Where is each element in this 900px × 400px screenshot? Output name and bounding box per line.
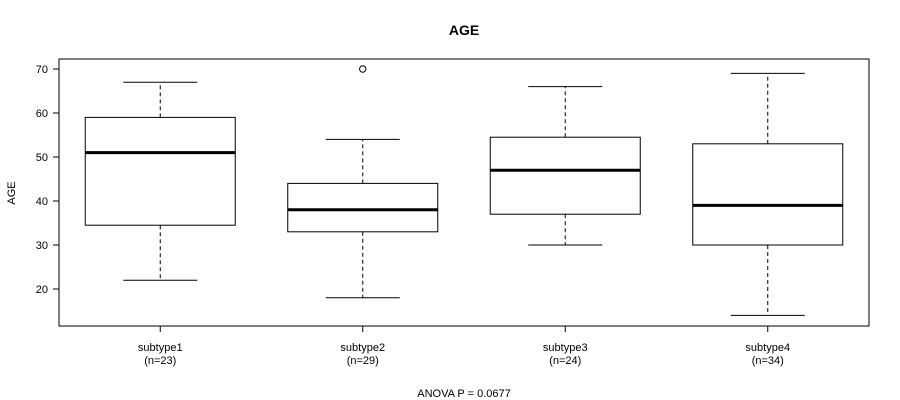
iqr-box [287,182,439,233]
box-series [84,65,844,316]
box-subtype3 [489,86,641,246]
x-tick-label: subtype4 [745,342,790,354]
y-tick-label: 70 [36,64,48,76]
y-tick-label: 50 [36,152,48,164]
outlier-point [359,65,367,73]
y-axis-label: AGE [6,181,18,204]
y-tick-label: 40 [36,196,48,208]
y-tick-label: 30 [36,240,48,252]
x-tick-count: (n=24) [549,355,581,367]
x-axis: subtype1(n=23) subtype2(n=29) subtype3(n=2… [138,325,790,367]
x-tick-label: subtype3 [543,342,588,354]
iqr-box [692,143,844,246]
iqr-box [489,136,641,215]
x-tick-count: (n=29) [347,355,379,367]
x-tick-label: subtype2 [340,342,385,354]
y-tick-label: 20 [36,284,48,296]
iqr-box [84,116,236,226]
x-tick-count: (n=34) [752,355,784,367]
chart-title: AGE [449,22,479,38]
box-subtype4 [692,72,844,316]
x-tick-label: subtype1 [138,342,183,354]
box-subtype1 [84,81,236,281]
y-axis: 20 30 40 50 60 70 [36,64,60,296]
box-subtype2 [287,65,439,299]
y-tick-label: 60 [36,108,48,120]
x-tick-count: (n=23) [144,355,176,367]
anova-footnote: ANOVA P = 0.0677 [417,388,510,400]
